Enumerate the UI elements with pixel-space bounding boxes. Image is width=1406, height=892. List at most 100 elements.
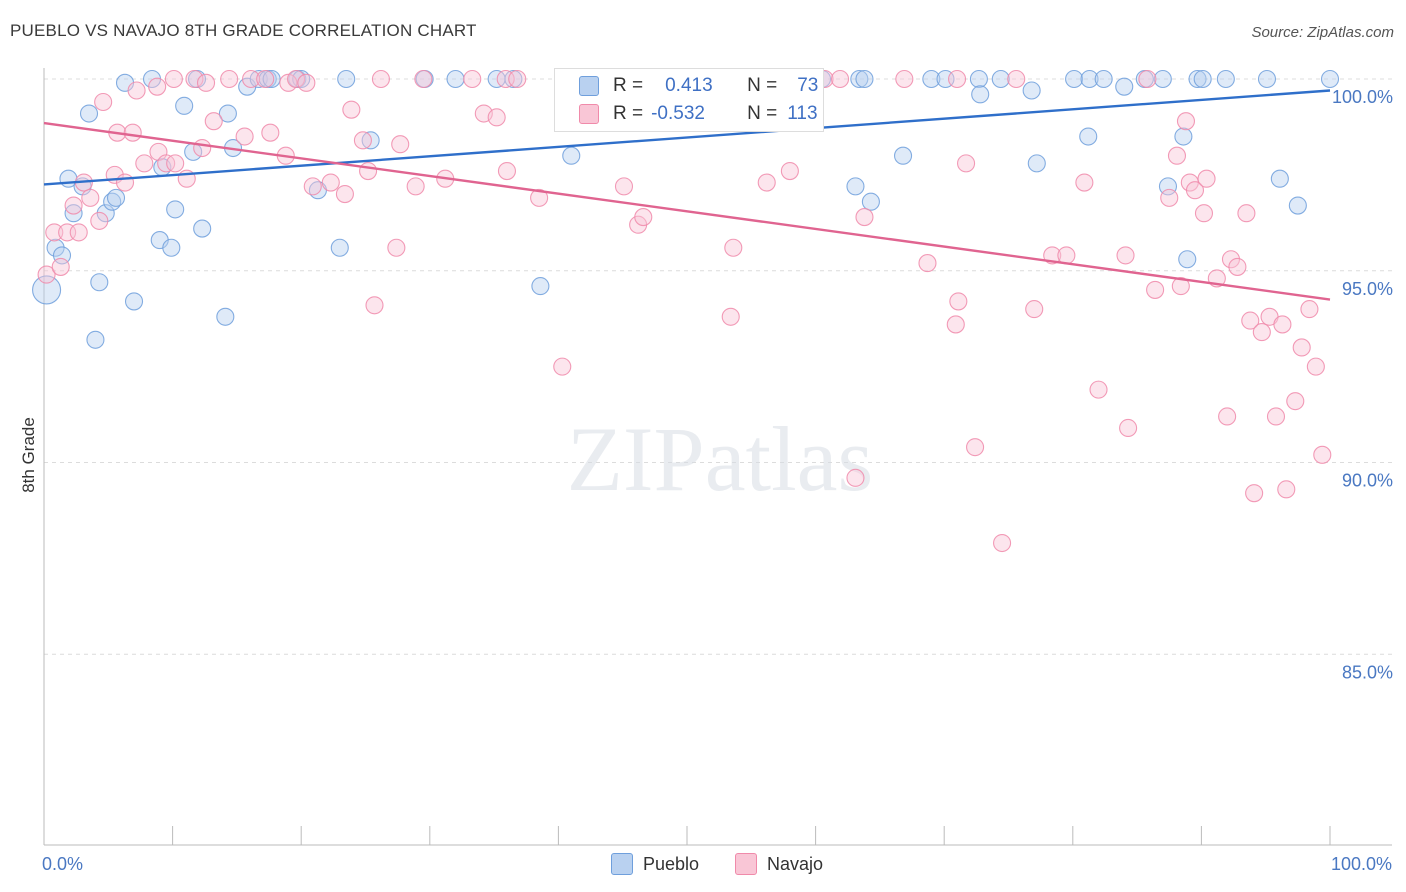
navajo-point <box>614 177 634 196</box>
pueblo-r-label: R = <box>613 75 644 96</box>
navajo-point <box>949 292 968 311</box>
pueblo-point <box>96 204 115 223</box>
navajo-point <box>487 108 506 127</box>
pueblo-n-label: N = <box>747 75 778 96</box>
navajo-point <box>303 177 322 196</box>
navajo-point <box>497 161 517 181</box>
navajo-point <box>1116 246 1135 265</box>
navajo-point <box>1146 280 1165 299</box>
navajo-point <box>196 73 216 92</box>
pueblo-point <box>1178 250 1197 269</box>
pueblo-point <box>1320 69 1340 89</box>
pueblo-n-value: 73 <box>797 75 819 96</box>
navajo-point <box>353 131 372 150</box>
pueblo-legend-swatch <box>611 853 633 875</box>
pueblo-point <box>531 277 550 296</box>
navajo-point <box>1228 257 1247 276</box>
navajo-point <box>855 208 874 227</box>
navajo-point <box>45 223 64 242</box>
pueblo-point <box>1027 154 1046 173</box>
pueblo-point <box>166 200 185 219</box>
navajo-r-value: -0.532 <box>651 103 705 124</box>
pueblo-point <box>1158 177 1178 196</box>
bottom-legend-navajo: Navajo <box>735 852 823 876</box>
trend-lines <box>43 89 1331 301</box>
pueblo-point <box>46 238 65 257</box>
navajo-point <box>164 69 183 89</box>
pueblo-point <box>1174 127 1193 146</box>
pueblo-point <box>969 69 988 89</box>
navajo-point <box>297 73 316 92</box>
navajo-point <box>1313 445 1332 464</box>
navajo-point <box>1138 69 1157 89</box>
navajo-point <box>1300 300 1319 319</box>
navajo-point <box>946 315 965 334</box>
pueblo-point <box>1188 69 1207 89</box>
navajo-point <box>90 211 109 230</box>
navajo-point <box>148 77 167 96</box>
pueblo-legend-label: Pueblo <box>643 853 700 874</box>
navajo-point <box>1221 250 1241 269</box>
navajo-point <box>414 69 433 89</box>
pueblo-point <box>216 307 235 326</box>
navajo-point <box>94 92 113 112</box>
navajo-point <box>463 69 482 89</box>
navajo-point <box>780 161 799 181</box>
navajo-point <box>1218 407 1237 426</box>
watermark: ZIPatlas <box>567 408 874 510</box>
navajo-point <box>993 533 1012 553</box>
navajo-point <box>1245 484 1264 503</box>
navajo-point <box>123 123 142 142</box>
pueblo-point <box>861 192 880 211</box>
navajo-point <box>957 154 976 173</box>
pueblo-point <box>846 177 865 196</box>
navajo-point <box>553 357 572 376</box>
pueblo-point <box>850 69 869 89</box>
pueblo-point <box>106 188 126 207</box>
bottom-legend-pueblo: Pueblo <box>611 852 699 876</box>
navajo-trend-line <box>43 121 1331 301</box>
pueblo-point <box>361 131 380 150</box>
navajo-point <box>757 173 776 192</box>
navajo-legend-label: Navajo <box>767 853 824 874</box>
navajo-point <box>1286 392 1305 411</box>
navajo-point <box>81 188 100 207</box>
chart-title: PUEBLO VS NAVAJO 8TH GRADE CORRELATION C… <box>10 21 477 40</box>
pueblo-point <box>79 104 99 123</box>
pueblo-point <box>1270 169 1289 188</box>
y-tick-label-2: 90.0% <box>1342 471 1393 491</box>
navajo-point <box>166 154 185 173</box>
navajo-point <box>948 69 967 89</box>
pueblo-point <box>330 238 349 257</box>
navajo-point <box>1273 315 1292 334</box>
grid-lines <box>44 78 1392 655</box>
navajo-legend-swatch <box>735 853 757 875</box>
navajo-point <box>204 112 223 131</box>
source-credit: Source: ZipAtlas.com <box>1251 24 1394 41</box>
navajo-point <box>287 69 306 89</box>
pueblo-point <box>1257 69 1277 89</box>
y-tick-labels: 100.0% 95.0% 90.0% 85.0% <box>1332 87 1393 682</box>
navajo-point <box>371 69 390 89</box>
navajo-point <box>321 173 340 192</box>
navajo-point <box>724 238 743 257</box>
navajo-point <box>1292 338 1311 357</box>
pueblo-point <box>855 69 874 89</box>
navajo-point <box>1185 181 1205 200</box>
pueblo-point <box>262 69 281 89</box>
y-tick-label-3: 85.0% <box>1342 662 1393 682</box>
pueblo-r-value: 0.413 <box>665 75 713 96</box>
navajo-point <box>1194 204 1214 223</box>
navajo-swatch <box>579 104 599 124</box>
pueblo-point <box>1193 69 1212 89</box>
pueblo-point <box>52 246 72 265</box>
pueblo-point <box>504 69 523 89</box>
navajo-point <box>1075 173 1094 192</box>
navajo-point <box>37 265 56 284</box>
pueblo-point <box>971 85 990 104</box>
axes <box>43 68 1392 846</box>
navajo-point <box>918 254 937 273</box>
navajo-point <box>1237 204 1256 223</box>
navajo-point <box>1171 277 1190 296</box>
navajo-n-label: N = <box>747 103 778 124</box>
